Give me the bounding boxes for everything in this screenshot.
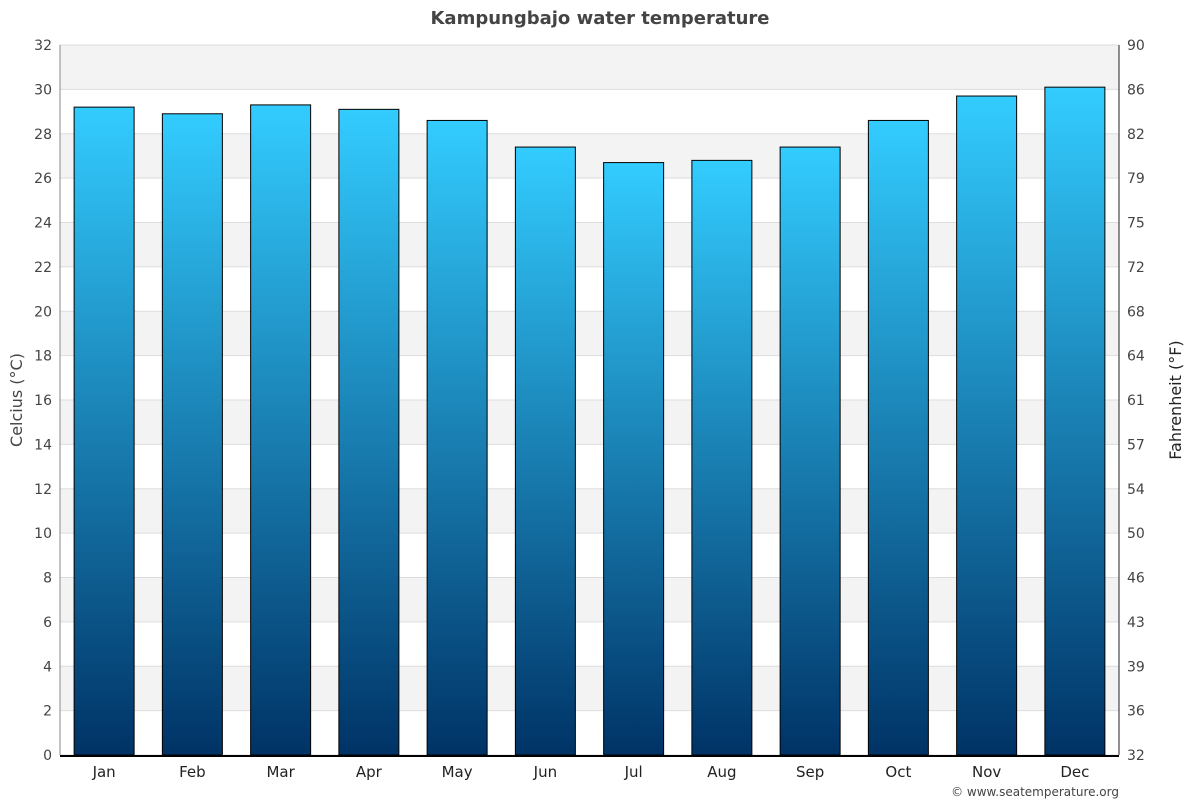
- x-tick-label: Dec: [1060, 763, 1089, 781]
- y-tick-label-left: 14: [34, 437, 52, 453]
- y-axis-label-right: Fahrenheit (°F): [1166, 340, 1185, 459]
- bar-jun: [514, 146, 576, 756]
- grid-band: [60, 400, 1119, 445]
- chart-title: Kampungbajo water temperature: [430, 8, 769, 29]
- y-tick-label-right: 75: [1127, 216, 1145, 232]
- bar-jul: [603, 162, 665, 756]
- x-tick-label: Jun: [533, 763, 557, 781]
- y-tick-label-right: 43: [1127, 615, 1145, 631]
- x-tick-label: Mar: [266, 763, 295, 781]
- grid-band: [60, 133, 1119, 179]
- y-tick-label-left: 20: [34, 304, 52, 320]
- x-tick-label: Aug: [707, 763, 736, 781]
- bar-jan: [73, 106, 135, 756]
- y-tick-label-right: 68: [1127, 304, 1145, 320]
- y-tick-label-right: 50: [1127, 526, 1145, 542]
- y-tick-label-left: 24: [34, 216, 52, 232]
- y-tick-label-left: 4: [43, 659, 52, 675]
- y-tick-label-left: 8: [43, 571, 52, 587]
- y-tick-label-left: 2: [43, 704, 52, 720]
- y-tick-label-right: 46: [1127, 571, 1145, 587]
- y-tick-label-right: 86: [1127, 82, 1145, 98]
- y-tick-label-right: 54: [1127, 482, 1145, 498]
- bar-apr: [338, 108, 400, 756]
- grid-band: [60, 488, 1119, 534]
- x-tick-label: Oct: [885, 763, 911, 781]
- grid-band: [60, 222, 1119, 267]
- y-tick-label-left: 28: [34, 127, 52, 143]
- y-tick-label-right: 72: [1127, 260, 1145, 276]
- x-tick-label: May: [442, 763, 473, 781]
- y-tick-label-left: 18: [34, 349, 52, 365]
- y-tick-label-left: 26: [34, 171, 52, 187]
- y-tick-label-right: 64: [1127, 349, 1145, 365]
- bar-nov: [956, 95, 1018, 756]
- credit: © www.seatemperature.org: [951, 785, 1119, 799]
- bar-may: [426, 119, 488, 756]
- y-tick-label-left: 10: [34, 526, 52, 542]
- bar-oct: [867, 119, 929, 756]
- bar-aug: [691, 159, 753, 756]
- y-tick-label-right: 39: [1127, 659, 1145, 675]
- y-tick-label-left: 16: [34, 393, 52, 409]
- y-tick-label-left: 0: [43, 748, 52, 764]
- bar-dec: [1044, 86, 1106, 756]
- y-tick-label-right: 90: [1127, 38, 1145, 54]
- y-tick-label-right: 36: [1127, 704, 1145, 720]
- y-tick-label-left: 30: [34, 82, 52, 98]
- bar-feb: [161, 113, 223, 756]
- y-tick-label-right: 82: [1127, 127, 1145, 143]
- x-tick-label: Sep: [796, 763, 824, 781]
- y-tick-label-right: 61: [1127, 393, 1145, 409]
- x-tick-label: Jul: [624, 763, 643, 781]
- y-tick-label-right: 32: [1127, 748, 1145, 764]
- y-tick-label-left: 22: [34, 260, 52, 276]
- x-tick-label: Jan: [92, 763, 116, 781]
- x-tick-label: Nov: [972, 763, 1001, 781]
- grid-band: [60, 311, 1119, 356]
- grid-band: [60, 666, 1119, 711]
- bar-mar: [250, 104, 312, 756]
- grid-band: [60, 45, 1119, 90]
- y-axis-label-left: Celcius (°C): [7, 353, 26, 447]
- bar-sep: [779, 146, 841, 756]
- grid-band: [60, 577, 1119, 622]
- y-tick-label-left: 32: [34, 38, 52, 54]
- x-tick-label: Feb: [179, 763, 206, 781]
- y-tick-label-right: 79: [1127, 171, 1145, 187]
- y-tick-label-left: 6: [43, 615, 52, 631]
- x-tick-label: Apr: [356, 763, 383, 781]
- y-tick-label-right: 57: [1127, 437, 1145, 453]
- y-tick-label-left: 12: [34, 482, 52, 498]
